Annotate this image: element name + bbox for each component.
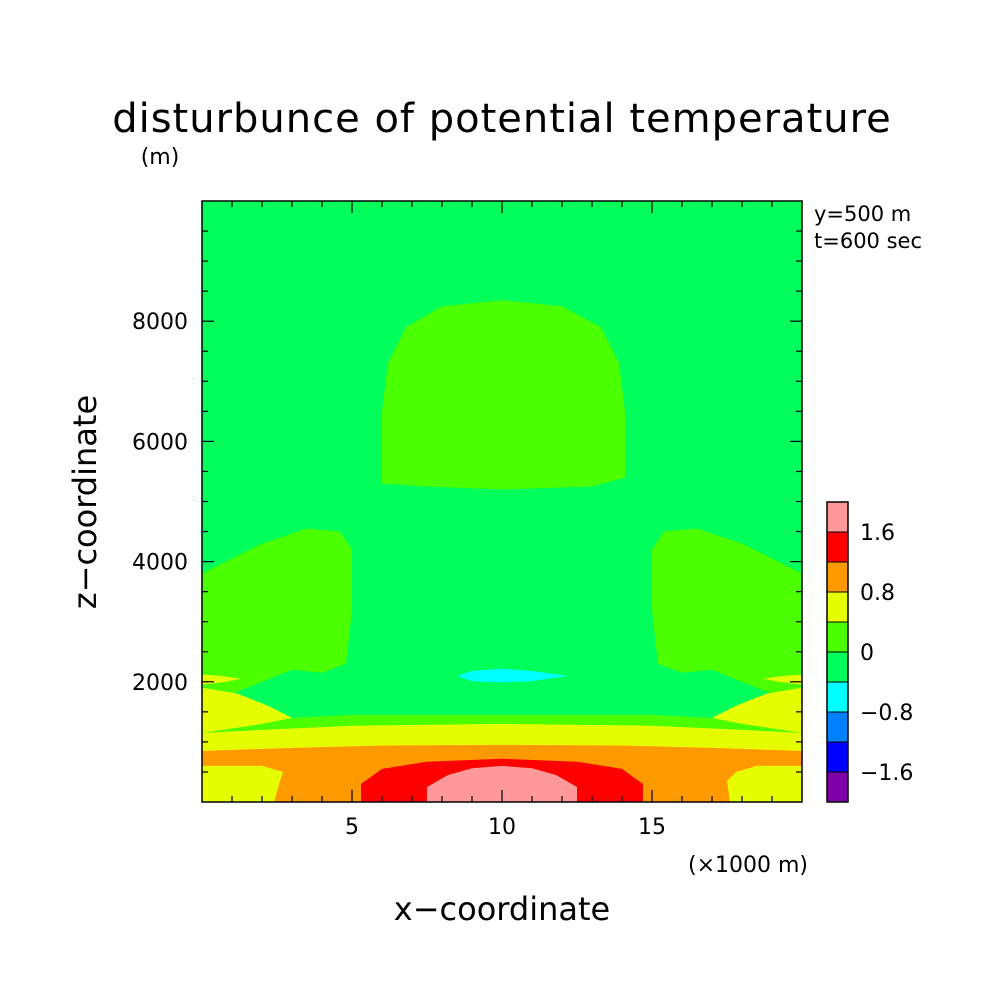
y-tick-label: 6000	[132, 430, 188, 455]
plot-frame	[201, 200, 803, 803]
y-axis-label: z−coordinate	[66, 395, 104, 609]
contour-region-right-side-warm	[652, 528, 802, 706]
x-tick-labels: 5 10 15	[345, 815, 666, 840]
colorbar-swatch	[827, 742, 848, 772]
annotation-y: y=500 m	[814, 202, 911, 226]
colorbar: 1.6 0.8 0 −0.8 −1.6	[826, 501, 913, 803]
plot-background	[202, 201, 802, 802]
y-tick-label: 8000	[132, 310, 188, 335]
x-axis-label: x−coordinate	[394, 890, 610, 928]
y-tick-label: 4000	[132, 551, 188, 576]
colorbar-swatch	[827, 622, 848, 652]
colorbar-label: 0.8	[860, 581, 895, 606]
colorbar-swatch	[827, 502, 848, 532]
colorbar-swatch	[827, 532, 848, 562]
contour-region-right-yellow-wedge	[712, 687, 802, 733]
x-unit-label: (×1000 m)	[688, 853, 808, 878]
colorbar-swatch	[827, 652, 848, 682]
y-tick-label: 2000	[132, 671, 188, 696]
y-unit-label: (m)	[141, 145, 180, 170]
colorbar-label: −1.6	[860, 761, 913, 786]
colorbar-swatch	[827, 772, 848, 802]
annotation-t: t=600 sec	[814, 229, 922, 253]
colorbar-swatch	[827, 682, 848, 712]
colorbar-swatch	[827, 592, 848, 622]
colorbar-swatch	[827, 712, 848, 742]
contour-region-cool-lens	[457, 668, 568, 683]
colorbar-swatch	[827, 562, 848, 592]
y-tick-labels: 2000 4000 6000 8000	[132, 310, 188, 696]
colorbar-frame	[826, 501, 849, 803]
contour-region-pink-core	[427, 765, 577, 802]
x-tick-label: 5	[345, 815, 359, 840]
contour-region-left-yellow-wedge	[202, 687, 292, 733]
x-tick-label: 15	[638, 815, 666, 840]
axis-ticks	[202, 201, 802, 802]
colorbar-label: 0	[860, 641, 874, 666]
contour-region-upper-warm-dome	[382, 300, 625, 490]
chart-title: disturbunce of potential temperature	[112, 96, 892, 142]
colorbar-label: −0.8	[860, 701, 913, 726]
contour-region-left-side-warm	[202, 528, 352, 706]
x-tick-label: 10	[488, 815, 516, 840]
contour-regions	[202, 300, 802, 802]
colorbar-label: 1.6	[860, 521, 895, 546]
